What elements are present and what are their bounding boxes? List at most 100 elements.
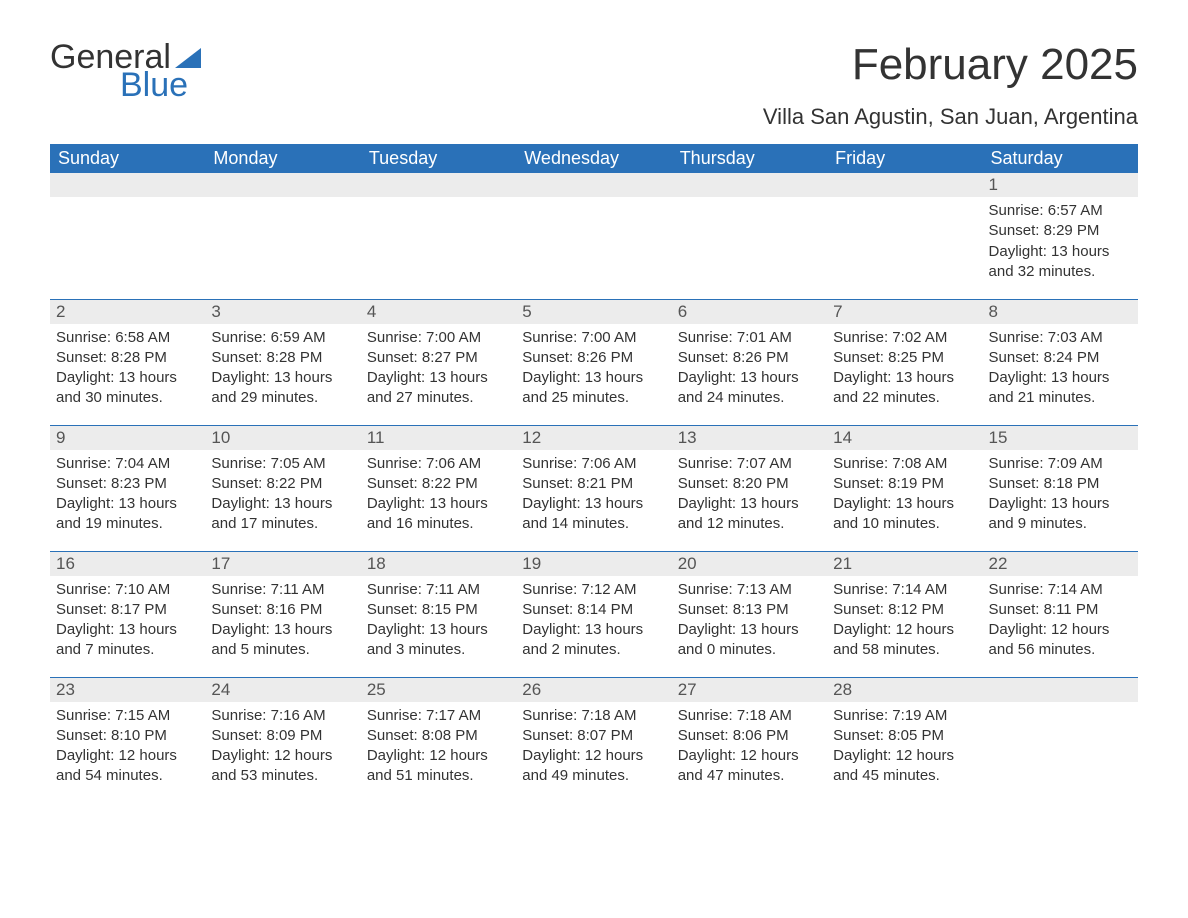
day-body: Sunrise: 7:02 AMSunset: 8:25 PMDaylight:… — [827, 324, 982, 413]
day-body — [827, 197, 982, 205]
sunrise-text: Sunrise: 7:19 AM — [833, 706, 976, 726]
day-body — [50, 197, 205, 205]
day-number: 3 — [205, 300, 360, 324]
day-body: Sunrise: 7:13 AMSunset: 8:13 PMDaylight:… — [672, 576, 827, 665]
logo-text-blue: Blue — [120, 68, 201, 102]
daylight-text: Daylight: 13 hours and 27 minutes. — [367, 368, 510, 409]
sunrise-text: Sunrise: 6:59 AM — [211, 328, 354, 348]
sunrise-text: Sunrise: 7:05 AM — [211, 454, 354, 474]
sunset-text: Sunset: 8:05 PM — [833, 726, 976, 746]
calendar-cell: 5Sunrise: 7:00 AMSunset: 8:26 PMDaylight… — [516, 299, 671, 425]
daylight-text: Daylight: 13 hours and 10 minutes. — [833, 494, 976, 535]
calendar-cell: 15Sunrise: 7:09 AMSunset: 8:18 PMDayligh… — [983, 425, 1138, 551]
sunrise-text: Sunrise: 7:07 AM — [678, 454, 821, 474]
sunset-text: Sunset: 8:15 PM — [367, 600, 510, 620]
calendar-cell: 21Sunrise: 7:14 AMSunset: 8:12 PMDayligh… — [827, 551, 982, 677]
calendar-body: 1Sunrise: 6:57 AMSunset: 8:29 PMDaylight… — [50, 173, 1138, 803]
daylight-text: Daylight: 13 hours and 16 minutes. — [367, 494, 510, 535]
day-body: Sunrise: 7:07 AMSunset: 8:20 PMDaylight:… — [672, 450, 827, 539]
calendar-cell — [50, 173, 205, 299]
sunset-text: Sunset: 8:11 PM — [989, 600, 1132, 620]
sunset-text: Sunset: 8:26 PM — [522, 348, 665, 368]
calendar-cell: 25Sunrise: 7:17 AMSunset: 8:08 PMDayligh… — [361, 677, 516, 803]
calendar-cell: 20Sunrise: 7:13 AMSunset: 8:13 PMDayligh… — [672, 551, 827, 677]
sunrise-text: Sunrise: 7:14 AM — [833, 580, 976, 600]
day-body: Sunrise: 7:01 AMSunset: 8:26 PMDaylight:… — [672, 324, 827, 413]
day-number: 16 — [50, 552, 205, 576]
calendar-cell — [516, 173, 671, 299]
day-body: Sunrise: 6:59 AMSunset: 8:28 PMDaylight:… — [205, 324, 360, 413]
day-number: 2 — [50, 300, 205, 324]
calendar-cell: 9Sunrise: 7:04 AMSunset: 8:23 PMDaylight… — [50, 425, 205, 551]
calendar-cell: 3Sunrise: 6:59 AMSunset: 8:28 PMDaylight… — [205, 299, 360, 425]
calendar-cell: 13Sunrise: 7:07 AMSunset: 8:20 PMDayligh… — [672, 425, 827, 551]
day-number — [983, 678, 1138, 702]
sunset-text: Sunset: 8:10 PM — [56, 726, 199, 746]
sunset-text: Sunset: 8:29 PM — [989, 221, 1132, 241]
day-body — [672, 197, 827, 205]
day-body: Sunrise: 7:09 AMSunset: 8:18 PMDaylight:… — [983, 450, 1138, 539]
daylight-text: Daylight: 13 hours and 32 minutes. — [989, 242, 1132, 283]
day-number: 12 — [516, 426, 671, 450]
calendar-cell: 17Sunrise: 7:11 AMSunset: 8:16 PMDayligh… — [205, 551, 360, 677]
sunrise-text: Sunrise: 7:03 AM — [989, 328, 1132, 348]
sunrise-text: Sunrise: 7:18 AM — [678, 706, 821, 726]
sunrise-text: Sunrise: 7:11 AM — [367, 580, 510, 600]
day-body: Sunrise: 7:19 AMSunset: 8:05 PMDaylight:… — [827, 702, 982, 791]
sunset-text: Sunset: 8:22 PM — [367, 474, 510, 494]
day-header: Saturday — [983, 144, 1138, 173]
day-body: Sunrise: 7:04 AMSunset: 8:23 PMDaylight:… — [50, 450, 205, 539]
day-body: Sunrise: 7:18 AMSunset: 8:06 PMDaylight:… — [672, 702, 827, 791]
daylight-text: Daylight: 12 hours and 58 minutes. — [833, 620, 976, 661]
day-number: 20 — [672, 552, 827, 576]
day-body: Sunrise: 7:14 AMSunset: 8:11 PMDaylight:… — [983, 576, 1138, 665]
calendar-cell — [672, 173, 827, 299]
day-number — [50, 173, 205, 197]
sunset-text: Sunset: 8:16 PM — [211, 600, 354, 620]
calendar-cell: 27Sunrise: 7:18 AMSunset: 8:06 PMDayligh… — [672, 677, 827, 803]
daylight-text: Daylight: 12 hours and 45 minutes. — [833, 746, 976, 787]
sunrise-text: Sunrise: 6:57 AM — [989, 201, 1132, 221]
title-block: February 2025 Villa San Agustin, San Jua… — [763, 40, 1138, 130]
sunset-text: Sunset: 8:28 PM — [56, 348, 199, 368]
daylight-text: Daylight: 13 hours and 24 minutes. — [678, 368, 821, 409]
day-header: Friday — [827, 144, 982, 173]
calendar-cell: 18Sunrise: 7:11 AMSunset: 8:15 PMDayligh… — [361, 551, 516, 677]
day-body: Sunrise: 7:08 AMSunset: 8:19 PMDaylight:… — [827, 450, 982, 539]
sunset-text: Sunset: 8:22 PM — [211, 474, 354, 494]
calendar-cell: 2Sunrise: 6:58 AMSunset: 8:28 PMDaylight… — [50, 299, 205, 425]
day-number — [827, 173, 982, 197]
day-body: Sunrise: 7:17 AMSunset: 8:08 PMDaylight:… — [361, 702, 516, 791]
day-body — [205, 197, 360, 205]
calendar-cell: 10Sunrise: 7:05 AMSunset: 8:22 PMDayligh… — [205, 425, 360, 551]
day-body — [983, 702, 1138, 710]
day-number: 27 — [672, 678, 827, 702]
day-number: 23 — [50, 678, 205, 702]
sunset-text: Sunset: 8:13 PM — [678, 600, 821, 620]
daylight-text: Daylight: 13 hours and 17 minutes. — [211, 494, 354, 535]
sunset-text: Sunset: 8:17 PM — [56, 600, 199, 620]
sunset-text: Sunset: 8:09 PM — [211, 726, 354, 746]
calendar-week: 1 Sunrise: 6:57 AMSunset: 8:29 PMDaylight… — [50, 173, 1138, 299]
day-number: 9 — [50, 426, 205, 450]
day-body: Sunrise: 7:14 AMSunset: 8:12 PMDaylight:… — [827, 576, 982, 665]
sunset-text: Sunset: 8:25 PM — [833, 348, 976, 368]
day-header: Monday — [205, 144, 360, 173]
calendar-cell — [361, 173, 516, 299]
calendar-table: SundayMondayTuesdayWednesdayThursdayFrid… — [50, 144, 1138, 803]
day-body: Sunrise: 7:06 AMSunset: 8:21 PMDaylight:… — [516, 450, 671, 539]
sunset-text: Sunset: 8:23 PM — [56, 474, 199, 494]
sunrise-text: Sunrise: 7:17 AM — [367, 706, 510, 726]
sunrise-text: Sunrise: 6:58 AM — [56, 328, 199, 348]
day-number: 21 — [827, 552, 982, 576]
sunrise-text: Sunrise: 7:00 AM — [367, 328, 510, 348]
day-number: 1 — [983, 173, 1138, 197]
sunrise-text: Sunrise: 7:15 AM — [56, 706, 199, 726]
calendar-cell: 6Sunrise: 7:01 AMSunset: 8:26 PMDaylight… — [672, 299, 827, 425]
calendar-cell: 16Sunrise: 7:10 AMSunset: 8:17 PMDayligh… — [50, 551, 205, 677]
calendar-cell: 7Sunrise: 7:02 AMSunset: 8:25 PMDaylight… — [827, 299, 982, 425]
daylight-text: Daylight: 13 hours and 25 minutes. — [522, 368, 665, 409]
daylight-text: Daylight: 12 hours and 49 minutes. — [522, 746, 665, 787]
sunset-text: Sunset: 8:18 PM — [989, 474, 1132, 494]
calendar-cell — [983, 677, 1138, 803]
